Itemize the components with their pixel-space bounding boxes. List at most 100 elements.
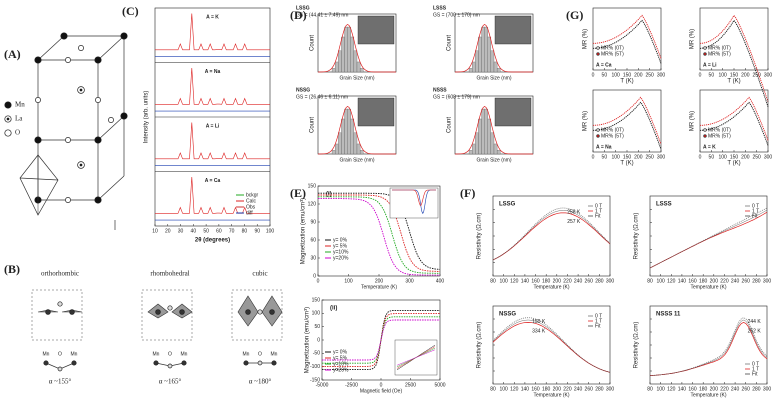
x-tick-label: 2500	[405, 382, 416, 388]
x-axis-label: Temperature (K)	[533, 392, 569, 398]
inset	[389, 187, 439, 219]
x-tick-label: 80	[647, 278, 653, 284]
curve	[318, 192, 441, 270]
x-tick-label: 220	[563, 386, 572, 392]
x-tick-label: 300	[763, 386, 772, 392]
panel-label: (F)	[460, 186, 475, 200]
legend-label: y=10%	[333, 249, 349, 255]
legend-label: 0 T	[752, 361, 759, 367]
curve	[318, 23, 396, 73]
x-tick-label: 180	[699, 386, 708, 392]
legend-label: y= 5%	[333, 243, 348, 249]
peak-label: 257 K	[567, 219, 581, 225]
legend-label: y= 0%	[333, 237, 348, 243]
x-tick-label: 200	[553, 278, 562, 284]
stroke	[19, 177, 59, 181]
legend-label: Calc	[246, 198, 257, 204]
x-tick-label: 150	[730, 154, 739, 160]
histogram-bar	[481, 108, 485, 155]
histogram-bar	[475, 132, 479, 155]
atom-label: O	[258, 351, 262, 357]
x-tick-label: 100	[656, 386, 665, 392]
curve	[593, 96, 662, 145]
atom	[34, 136, 42, 144]
histogram-bar	[335, 143, 339, 155]
curve	[392, 189, 436, 206]
curve	[318, 105, 396, 155]
sem-image	[494, 15, 532, 45]
atom	[95, 97, 101, 103]
legend-label: Fit	[595, 323, 601, 329]
peak-label: 244 K	[748, 319, 762, 325]
y-axis-label: Count	[310, 117, 316, 133]
y-axis-label: Magnetization (emu/cm³)	[301, 198, 307, 264]
x-tick-label: 250	[645, 154, 654, 160]
unit-cell	[231, 289, 283, 341]
x-tick-label: 140	[678, 386, 687, 392]
atom	[79, 163, 83, 167]
x-tick-label: 160	[688, 386, 697, 392]
plot-frame	[649, 305, 768, 385]
x-tick-label: 300	[657, 154, 666, 160]
histogram-bar	[496, 68, 501, 73]
histogram-bar	[481, 26, 485, 73]
unit-cell	[141, 289, 193, 341]
x-tick-label: 120	[667, 278, 676, 284]
x-tick-label: 120	[510, 278, 519, 284]
grain-size: GS = (700 ± 170) nm	[433, 12, 480, 18]
x-tick-label: 100	[499, 386, 508, 392]
atom	[57, 301, 63, 307]
legend-marker	[703, 46, 707, 50]
plot-name: LSSG	[499, 202, 516, 208]
legend-label: 0 T	[595, 203, 602, 209]
curve	[155, 176, 270, 214]
histogram-bar	[353, 50, 358, 73]
y-tick-label: 60	[310, 237, 316, 243]
legend-label: MR% (0T)	[601, 127, 624, 133]
legend-label: MR% (5T)	[708, 133, 731, 139]
histogram-bar	[359, 68, 364, 73]
legend-label: Obs	[246, 204, 256, 210]
curve	[593, 19, 662, 64]
curve	[700, 101, 769, 146]
plot-name: A = Li	[703, 62, 717, 68]
y-axis-label: Magnetization (emu/cm³)	[305, 307, 311, 373]
x-tick-label: 160	[688, 278, 697, 284]
legend-label: MR% (5T)	[708, 51, 731, 57]
x-tick-label: 200	[634, 154, 643, 160]
atom	[71, 360, 77, 366]
structure-name: rhombohedral	[150, 270, 189, 278]
x-axis-label: Grain Size (nm)	[339, 157, 374, 163]
peak-label: 252 K	[748, 328, 762, 334]
sample-name: NSSG	[296, 87, 310, 93]
x-tick-label: 0	[592, 154, 595, 160]
curve	[649, 211, 768, 269]
legend-label: y=10%	[333, 361, 349, 367]
x-tick-label: 220	[563, 278, 572, 284]
atom	[65, 197, 71, 203]
x-axis-label: T (K)	[620, 79, 633, 85]
atom	[79, 88, 83, 92]
grain-size: GS = (26.46 ± 6.11) nm	[296, 94, 348, 100]
histogram-bar	[338, 132, 342, 155]
panel-label: (A)	[4, 47, 21, 61]
x-tick-label: 50	[709, 154, 715, 160]
histogram-bar	[472, 143, 476, 155]
legend-label: Fit	[752, 371, 758, 377]
x-tick-label: 160	[531, 278, 540, 284]
curve	[649, 319, 768, 376]
legend-label: MR% (0T)	[708, 127, 731, 133]
x-tick-label: 150	[623, 72, 632, 78]
plot-frame	[592, 89, 662, 153]
legend-label: MR% (5T)	[601, 51, 624, 57]
curve	[649, 209, 768, 269]
histogram-bar	[359, 150, 364, 155]
atom	[271, 360, 277, 366]
plot-name: NSSG	[499, 312, 516, 318]
legend-label: 0 T	[595, 313, 602, 319]
plot-frame	[592, 7, 662, 71]
y-axis-label: MR (%)	[583, 111, 589, 131]
x-axis-label: T (K)	[727, 79, 740, 85]
y-tick-label: 30	[310, 255, 316, 261]
atom	[257, 360, 263, 366]
